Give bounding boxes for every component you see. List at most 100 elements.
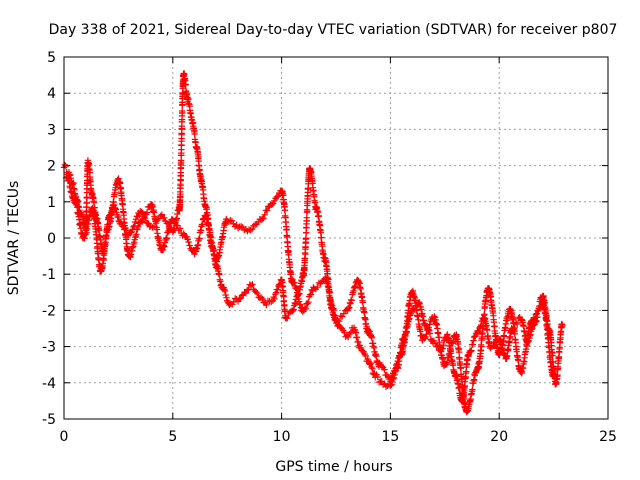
data-point-marker	[472, 333, 479, 340]
data-point-marker	[274, 286, 281, 293]
data-point-marker	[469, 386, 476, 393]
data-point-marker	[101, 249, 108, 257]
data-point-marker	[304, 300, 311, 307]
data-point-marker	[257, 294, 265, 301]
data-point-marker	[470, 337, 477, 344]
y-tick-label: 0	[47, 231, 56, 247]
data-point-marker	[252, 288, 260, 296]
data-point-marker	[437, 345, 445, 353]
data-point-marker	[261, 211, 268, 218]
data-point-marker	[61, 161, 69, 169]
data-point-marker	[418, 306, 425, 313]
data-point-marker	[191, 130, 198, 138]
x-tick-label: 10	[273, 429, 291, 445]
data-point-marker	[196, 235, 203, 242]
data-point-marker	[533, 310, 540, 317]
data-point-marker	[271, 295, 278, 302]
data-point-marker	[345, 333, 352, 341]
y-tick-label: -3	[42, 340, 56, 356]
data-point-marker	[259, 216, 266, 223]
data-point-marker	[238, 223, 245, 230]
data-point-marker	[511, 330, 518, 338]
data-point-marker	[362, 352, 369, 360]
data-point-marker	[161, 214, 168, 221]
data-point-marker	[163, 235, 170, 242]
data-point-marker	[368, 334, 376, 341]
data-point-marker	[176, 225, 184, 232]
data-point-marker	[263, 301, 270, 309]
data-point-marker	[283, 226, 290, 233]
data-point-marker	[423, 331, 430, 338]
data-point-marker	[242, 290, 250, 297]
data-point-marker	[480, 323, 487, 330]
data-point-marker	[481, 311, 488, 318]
data-point-marker	[268, 201, 276, 209]
data-point-marker	[393, 361, 400, 369]
data-point-marker	[143, 209, 151, 216]
data-point-marker	[121, 224, 129, 232]
data-point-marker	[315, 212, 322, 219]
data-point-marker	[103, 232, 110, 239]
data-point-marker	[388, 375, 396, 382]
x-tick-label: 15	[381, 429, 399, 445]
data-point-marker	[131, 222, 138, 230]
y-tick-label: 4	[47, 86, 56, 102]
data-point-marker	[96, 226, 103, 234]
data-point-marker	[301, 304, 309, 311]
data-point-marker	[467, 348, 474, 355]
data-point-marker	[303, 214, 310, 221]
x-tick-label: 5	[168, 429, 177, 445]
data-point-marker	[221, 286, 228, 293]
data-point-marker	[236, 295, 243, 303]
data-point-marker	[369, 365, 376, 372]
data-point-marker	[254, 290, 261, 297]
data-point-marker	[504, 352, 511, 359]
data-point-marker	[259, 295, 266, 303]
data-point-marker	[305, 298, 312, 306]
data-point-marker	[381, 366, 388, 373]
data-point-marker	[430, 337, 438, 344]
data-point-marker	[426, 330, 434, 337]
data-point-marker	[359, 299, 366, 306]
y-tick-label: 1	[47, 195, 56, 211]
data-point-marker	[186, 242, 193, 249]
data-point-marker	[468, 347, 475, 354]
data-point-marker	[249, 281, 256, 288]
data-point-marker	[510, 320, 517, 327]
data-point-marker	[302, 235, 310, 242]
data-point-marker	[272, 289, 280, 296]
data-point-marker	[247, 282, 255, 289]
data-point-marker	[357, 285, 364, 292]
data-point-marker	[263, 207, 271, 214]
x-tick-label: 0	[60, 429, 69, 445]
chart-title: Day 338 of 2021, Sidereal Day-to-day VTE…	[49, 22, 618, 38]
data-point-marker	[340, 310, 347, 317]
data-point-marker	[392, 365, 399, 372]
data-point-marker	[244, 286, 251, 294]
data-point-marker	[207, 233, 215, 241]
data-point-marker	[138, 208, 145, 216]
data-point-marker	[559, 321, 566, 329]
data-point-marker	[260, 215, 267, 222]
data-point-marker	[334, 317, 341, 324]
data-point-marker	[501, 333, 508, 340]
data-point-marker	[91, 215, 98, 222]
data-point-marker	[179, 107, 186, 115]
plot-frame	[63, 56, 609, 420]
grid-lines	[64, 57, 608, 419]
y-axis-label: SDTVAR / TECUs	[6, 181, 22, 296]
x-axis-label: GPS time / hours	[275, 459, 392, 475]
data-point-marker	[228, 217, 236, 224]
data-point-marker	[478, 343, 485, 350]
data-point-marker	[447, 346, 454, 354]
data-point-marker	[374, 373, 381, 381]
data-point-marker	[532, 311, 539, 318]
data-point-marker	[348, 297, 355, 304]
data-point-marker	[221, 287, 229, 295]
data-point-marker	[378, 363, 386, 370]
data-point-marker	[274, 193, 282, 200]
data-point-marker	[524, 337, 531, 344]
data-point-marker	[490, 342, 497, 350]
